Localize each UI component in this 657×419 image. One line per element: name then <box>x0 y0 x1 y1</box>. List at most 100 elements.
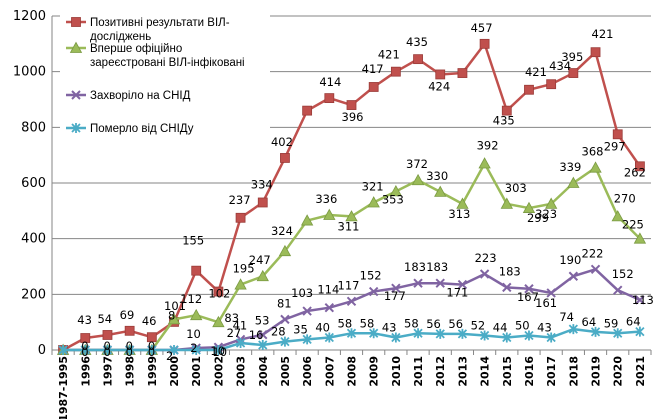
data-label: 195 <box>233 262 255 276</box>
data-point <box>500 197 513 209</box>
data-label: 69 <box>120 308 135 322</box>
data-point <box>590 264 601 274</box>
data-point <box>302 105 313 116</box>
data-label: 113 <box>632 293 654 307</box>
data-point <box>479 38 490 49</box>
data-label: 117 <box>338 278 360 292</box>
data-label: 101 <box>164 299 186 313</box>
data-point <box>102 330 113 340</box>
data-label: 177 <box>384 289 406 303</box>
data-label: 372 <box>406 157 428 171</box>
data-point <box>367 196 380 208</box>
x-tick-label: 2019 <box>590 356 603 387</box>
data-label: 324 <box>271 224 293 238</box>
data-point <box>456 197 469 209</box>
data-point <box>389 185 403 197</box>
data-label: 421 <box>525 65 547 79</box>
data-point <box>613 328 623 339</box>
data-label: 81 <box>277 296 292 310</box>
data-point <box>567 176 580 188</box>
data-point <box>346 100 357 110</box>
data-point <box>457 328 468 339</box>
data-point <box>280 314 290 325</box>
data-point <box>169 345 179 355</box>
data-label: 0 <box>148 345 155 359</box>
data-label: 155 <box>182 234 204 248</box>
data-label: 56 <box>448 317 463 331</box>
data-label: 2 <box>166 349 173 363</box>
data-point <box>457 279 468 290</box>
legend-item: Захворіло на СНІД <box>66 90 191 102</box>
x-tick-label: 2002 <box>212 356 225 387</box>
data-label: 74 <box>559 310 574 324</box>
data-label: 44 <box>493 320 508 334</box>
data-label: 313 <box>448 207 470 221</box>
data-label: 43 <box>537 320 552 334</box>
data-point <box>612 129 623 140</box>
legend-label: Вперше офіційно <box>90 43 182 55</box>
data-point <box>478 157 491 169</box>
data-label: 297 <box>604 139 626 153</box>
data-point <box>524 84 534 95</box>
data-label: 0 <box>148 339 155 353</box>
data-label: 50 <box>515 319 530 333</box>
data-point <box>191 265 202 276</box>
data-label: 152 <box>612 267 634 281</box>
data-label: 83 <box>224 311 239 325</box>
data-label: 183 <box>499 264 521 278</box>
data-point <box>391 332 401 343</box>
data-label: 0 <box>81 345 88 359</box>
data-point <box>502 332 512 343</box>
x-tick-label: 2014 <box>479 356 492 387</box>
data-label: 339 <box>559 160 581 174</box>
data-point <box>390 66 401 77</box>
data-label: 10 <box>186 327 201 341</box>
data-point <box>568 324 578 335</box>
legend-item: Померло від СНІДу <box>66 123 194 135</box>
data-label: 0 <box>103 339 110 353</box>
x-tick-label: 1999 <box>146 356 159 387</box>
data-point <box>258 329 268 340</box>
data-point <box>212 315 225 328</box>
data-point <box>413 328 423 339</box>
data-point <box>522 201 536 213</box>
data-point <box>258 339 268 350</box>
x-tick-label: 2015 <box>501 356 514 387</box>
data-point <box>611 210 624 222</box>
data-point <box>124 325 135 336</box>
data-point <box>324 332 334 343</box>
legend-item: Вперше офіційно зареєстровані ВІЛ-інфіков… <box>66 41 245 69</box>
data-point <box>345 210 358 222</box>
x-tick-label: 2006 <box>301 356 314 387</box>
data-label: 0 <box>126 345 133 359</box>
data-point <box>256 269 269 282</box>
data-label: 223 <box>475 251 497 265</box>
data-label: 435 <box>493 114 515 128</box>
data-point <box>368 82 379 92</box>
data-point <box>323 208 336 220</box>
y-tick-label: 1000 <box>13 65 46 80</box>
data-label: 53 <box>255 314 270 328</box>
data-point <box>479 269 490 279</box>
x-tick-label: 2008 <box>346 356 359 387</box>
data-label: 262 <box>624 165 646 179</box>
data-point <box>524 330 534 341</box>
data-point <box>411 173 425 186</box>
data-label: 10 <box>210 344 225 358</box>
y-tick-label: 200 <box>21 287 46 302</box>
data-label: 59 <box>604 316 619 330</box>
data-label: 392 <box>477 139 499 153</box>
data-point <box>213 286 224 297</box>
data-labels: 43 54 69 4610115510223733440241439641742143… <box>77 21 654 363</box>
data-label: 402 <box>271 135 293 149</box>
data-label: 225 <box>622 218 644 232</box>
data-point <box>213 345 224 355</box>
data-point <box>302 334 312 345</box>
data-label: 395 <box>561 50 583 64</box>
x-tick-label: 2020 <box>612 356 625 387</box>
data-point <box>546 332 556 343</box>
data-point <box>278 244 292 257</box>
x-tick-label: 2010 <box>390 356 403 387</box>
data-point <box>457 68 468 78</box>
